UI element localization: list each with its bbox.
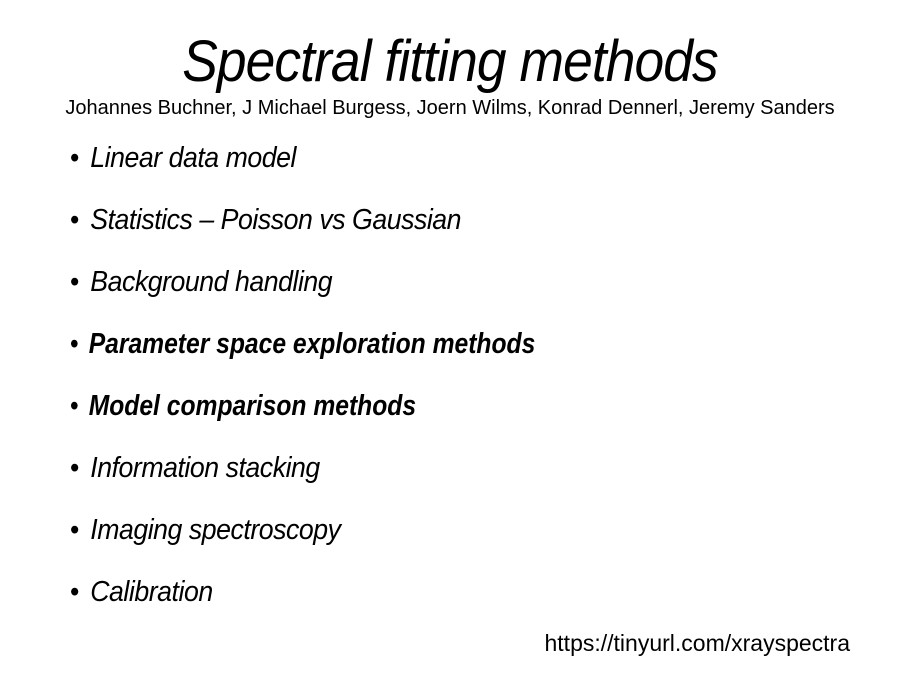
topic-item: Calibration xyxy=(70,576,788,609)
topic-item: Linear data model xyxy=(70,142,788,175)
topic-item: Background handling xyxy=(70,266,788,299)
topic-item: Statistics – Poisson vs Gaussian xyxy=(70,204,788,237)
topic-item: Information stacking xyxy=(70,452,788,485)
slide: Spectral fitting methods Johannes Buchne… xyxy=(0,0,900,675)
topic-item: Parameter space exploration methods xyxy=(70,328,733,361)
footer-link[interactable]: https://tinyurl.com/xrayspectra xyxy=(545,630,851,657)
slide-title: Spectral fitting methods xyxy=(82,28,818,95)
topic-item: Model comparison methods xyxy=(70,390,733,423)
topic-item: Imaging spectroscopy xyxy=(70,514,788,547)
topic-list: Linear data model Statistics – Poisson v… xyxy=(50,142,850,609)
author-list: Johannes Buchner, J Michael Burgess, Joe… xyxy=(50,97,850,120)
